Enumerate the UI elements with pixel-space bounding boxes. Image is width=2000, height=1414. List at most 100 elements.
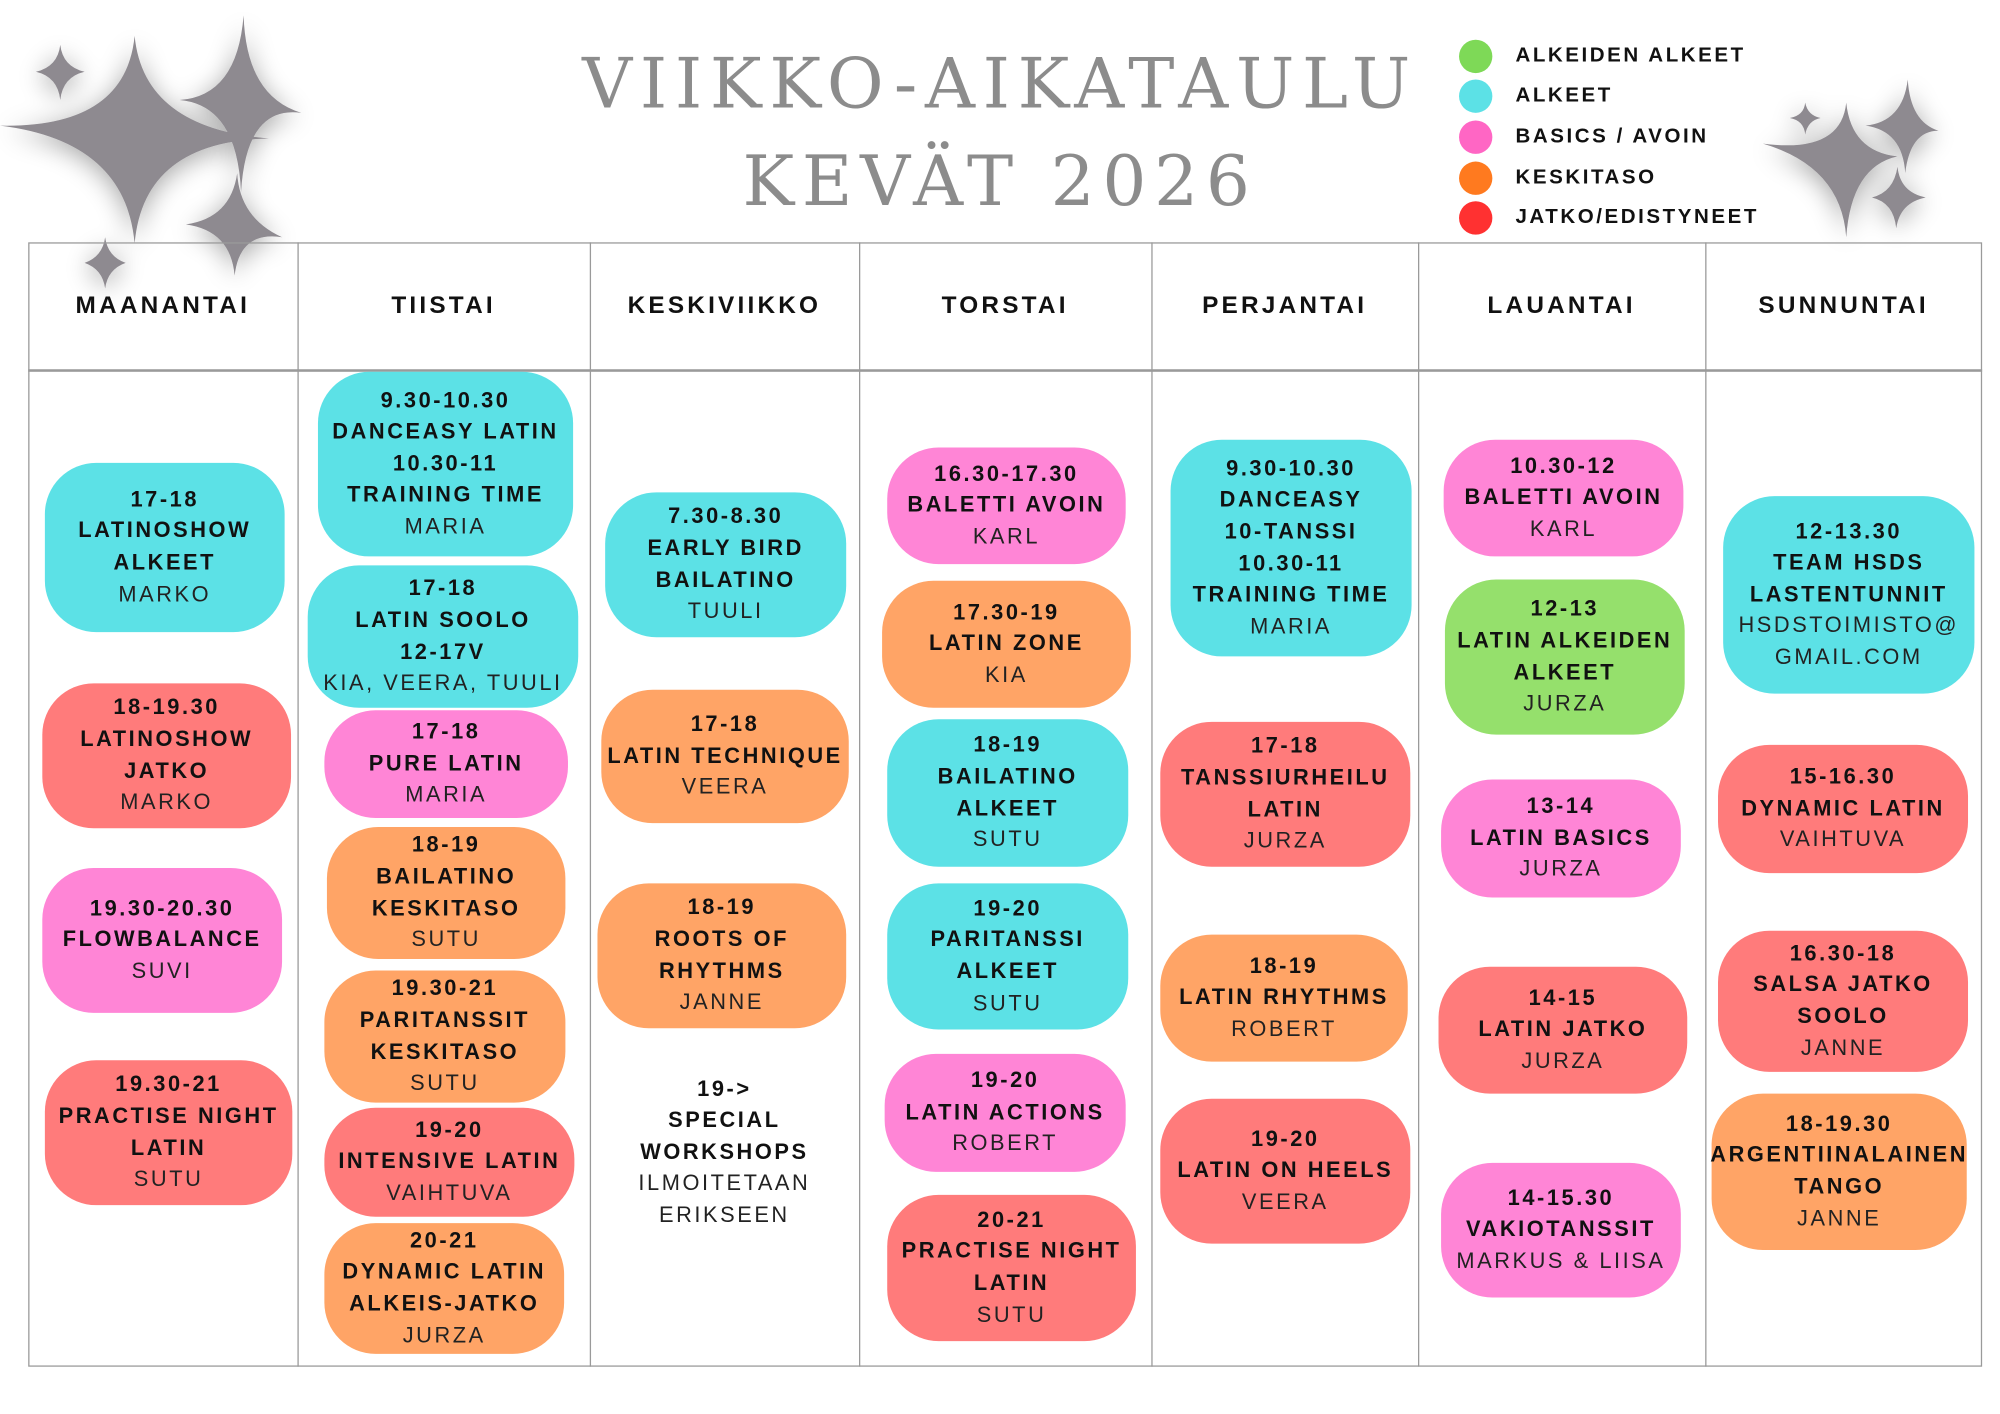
class-block: 18-19 ROOTS OF RHYTHMS JANNE: [597, 883, 847, 1029]
class-block: 17.30-19 LATIN ZONE KIA: [882, 580, 1131, 708]
class-time: 19-20: [415, 1117, 484, 1142]
legend-label: KESKITASO: [1515, 166, 1657, 188]
class-instructor: JURZA: [1521, 1048, 1605, 1073]
column-divider: [589, 242, 592, 1367]
legend-label: ALKEIDEN ALKEET: [1515, 44, 1746, 67]
class-time: 19.30-20.30: [89, 895, 235, 921]
column-divider: [1705, 242, 1707, 1367]
class-block: 19-> SPECIAL WORKSHOPS ILMOITETAAN ERIKSEEN: [603, 1074, 847, 1230]
class-block: 17-18 LATIN SOOLO 12-17V KIA, VEERA, TUULI: [307, 565, 579, 708]
class-block: 19-20 LATIN ACTIONS ROBERT: [884, 1053, 1126, 1172]
class-block: 20-21 PRACTISE NIGHT LATIN SUTU: [887, 1194, 1136, 1342]
class-time: 17-18: [130, 486, 200, 512]
class-block: 19-20 PARITANSSI ALKEET SUTU: [887, 883, 1129, 1030]
class-block: 9.30-10.30 DANCEASY LATIN 10.30-11 TRAINING…: [317, 371, 574, 557]
legend-color-dot: [1459, 79, 1493, 114]
class-title: LATIN ZONE: [929, 631, 1084, 656]
class-title: TEAM HSDS: [1773, 550, 1925, 575]
class-block: 14-15 LATIN JATKO JURZA: [1438, 966, 1688, 1094]
class-block: 18-19.30 LATINOSHOW JATKO MARKO: [42, 683, 292, 829]
class-title: LATIN TECHNIQUE: [607, 743, 843, 768]
class-time: 19-20: [970, 1068, 1040, 1093]
class-title: DYNAMIC LATIN: [1741, 795, 1945, 821]
legend-item: BASICS / AVOIN: [1459, 117, 1759, 158]
day-header-lauantai: LAUANTAI: [1487, 292, 1636, 320]
class-title: LATIN JATKO: [1478, 1016, 1648, 1042]
class-block: 19-20 INTENSIVE LATIN VAIHTUVA: [324, 1107, 575, 1217]
class-title: BAILATINO: [655, 567, 796, 592]
column-divider: [297, 242, 299, 1367]
class-instructor: KARL: [972, 524, 1041, 549]
class-time: 17-18: [1251, 733, 1320, 759]
class-instructor: ROBERT: [952, 1131, 1059, 1156]
class-instructor: SUTU: [133, 1166, 204, 1192]
class-time: 7.30-8.30: [668, 504, 784, 529]
legend-color-dot: [1459, 161, 1493, 195]
class-title: FLOWBALANCE: [62, 927, 262, 952]
class-instructor: ILMOITETAAN: [638, 1170, 811, 1196]
day-header-torstai: TORSTAI: [941, 292, 1069, 320]
class-time: 17-18: [690, 711, 760, 737]
class-instructor: SUTU: [411, 927, 481, 952]
sparkles-decoration-left: [0, 15, 302, 289]
class-time: 18-19.30: [1785, 1111, 1893, 1136]
column-divider: [1151, 242, 1153, 1367]
class-instructor: MARKO: [120, 789, 214, 815]
class-time: 19-20: [1251, 1126, 1320, 1151]
class-block: 19-20 LATIN ON HEELS VEERA: [1160, 1098, 1411, 1244]
class-title: DANCEASY: [1219, 487, 1363, 512]
class-title: ALKEET: [1513, 659, 1617, 685]
class-title: KESKITASO: [371, 895, 521, 920]
class-title: LATIN: [1247, 796, 1323, 822]
legend-color-dot: [1459, 201, 1493, 235]
class-title: LATIN RHYTHMS: [1179, 984, 1389, 1010]
class-title: JATKO: [124, 758, 210, 783]
class-title: DANCEASY LATIN: [332, 419, 559, 444]
class-instructor: ROBERT: [1231, 1016, 1337, 1041]
class-title: BALETTI AVOIN: [907, 492, 1106, 517]
class-title: ALKEET: [956, 795, 1060, 820]
class-title: TANSSIURHEILU: [1181, 765, 1390, 790]
legend-label: BASICS / AVOIN: [1515, 125, 1709, 148]
schedule-grid: [28, 242, 1983, 1367]
class-title: LATINOSHOW: [78, 518, 252, 543]
legend-item: ALKEET: [1459, 76, 1759, 117]
class-block: 7.30-8.30 EARLY BIRD BAILATINO TUULI: [605, 492, 847, 638]
legend-color-dot: [1459, 39, 1493, 73]
class-block: 17-18 PURE LATIN MARIA: [324, 710, 568, 818]
class-instructor: GMAIL.COM: [1774, 644, 1923, 670]
class-instructor: MARIA: [405, 782, 488, 807]
class-title: LATIN SOOLO: [355, 607, 531, 632]
class-time: 12-13: [1530, 596, 1600, 621]
class-title: EARLY BIRD: [647, 535, 804, 561]
class-title: ALKEET: [113, 550, 217, 575]
class-instructor: MARKUS & LIISA: [1456, 1248, 1666, 1273]
day-header-keskiviikko: KESKIVIIKKO: [627, 292, 822, 320]
class-time: 18-19.30: [113, 695, 220, 720]
class-instructor: HSDSTOIMISTO@: [1738, 613, 1960, 638]
class-title: BALETTI AVOIN: [1464, 484, 1663, 510]
class-title: BAILATINO: [937, 764, 1078, 789]
class-title: ALKEET: [956, 959, 1060, 984]
class-block: 15-16.30 DYNAMIC LATIN VAIHTUVA: [1718, 744, 1969, 874]
class-instructor: VAIHTUVA: [386, 1180, 513, 1205]
column-divider: [859, 242, 861, 1367]
class-title: SPECIAL: [668, 1107, 781, 1133]
class-block: 18-19 LATIN RHYTHMS ROBERT: [1160, 934, 1408, 1062]
day-header-tiistai: TIISTAI: [391, 292, 496, 320]
legend-item: ALKEIDEN ALKEET: [1459, 36, 1759, 77]
class-title: 10.30-11: [392, 450, 499, 476]
class-block: 19.30-21 PARITANSSIT KESKITASO SUTU: [324, 970, 566, 1103]
class-title: ALKEIS-JATKO: [349, 1291, 540, 1316]
class-instructor: JURZA: [1519, 856, 1603, 882]
class-instructor: SUTU: [410, 1070, 480, 1096]
class-time: 20-21: [409, 1228, 479, 1253]
class-block: 18-19 BAILATINO KESKITASO SUTU: [326, 826, 566, 960]
class-instructor: SUTU: [972, 990, 1043, 1015]
class-instructor: SUVI: [131, 958, 193, 984]
class-block: 17-18 TANSSIURHEILU LATIN JURZA: [1160, 721, 1411, 867]
class-time: 18-19: [687, 895, 757, 920]
legend-color-dot: [1459, 120, 1493, 154]
class-block: 13-14 LATIN BASICS JURZA: [1441, 779, 1681, 898]
